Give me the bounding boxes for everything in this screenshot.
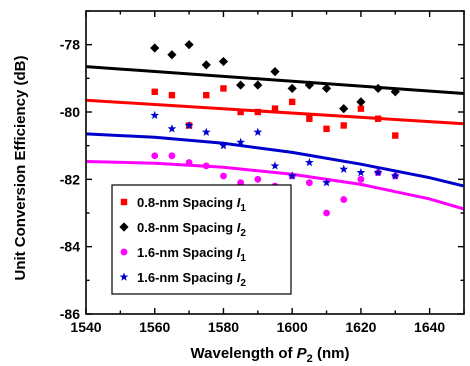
legend-marker-1 [120, 198, 128, 206]
data-point-s3-3 [185, 159, 193, 166]
data-point-s3-13 [357, 175, 365, 183]
legend-box [111, 184, 292, 295]
data-point-s1-10 [306, 115, 313, 122]
legend: 0.8-nm Spacing I1 0.8-nm Spacing I2 1.6-nm… [111, 184, 292, 295]
data-point-s4-1 [150, 110, 160, 120]
x-axis-label-unit: (nm) [313, 345, 350, 362]
data-point-s4-13 [356, 168, 366, 177]
fit-line-2 [85, 65, 465, 95]
x-axis-label-sub: 2 [307, 353, 313, 365]
data-point-s2-12 [339, 104, 349, 114]
legend-marker-4 [119, 272, 129, 281]
data-point-s2-4 [201, 60, 211, 70]
fit-line-1 [85, 98, 465, 126]
data-point-s2-7 [253, 80, 263, 90]
x-tick-label: 1580 [208, 319, 239, 335]
legend-label-3: 1.6-nm Spacing I1 [137, 245, 246, 264]
legend-label-2: 0.8-nm Spacing I2 [137, 220, 246, 239]
data-point-s4-8 [270, 161, 280, 170]
data-point-s1-8 [271, 105, 279, 112]
data-point-s3-5 [220, 172, 227, 180]
data-point-s1-12 [340, 122, 347, 129]
y-tick-label: -80 [60, 104, 80, 120]
data-point-s4-10 [304, 157, 314, 167]
x-axis-label: Wavelength of P2 (nm) [191, 345, 350, 365]
data-point-s2-3 [184, 40, 194, 50]
data-point-s4-11 [322, 178, 331, 187]
data-point-s4-2 [167, 124, 177, 133]
x-axis-label-var: P [297, 345, 308, 362]
data-point-s4-14 [373, 168, 383, 177]
data-point-s1-13 [357, 105, 365, 112]
data-point-s2-15 [390, 87, 400, 97]
legend-label-1: 0.8-nm Spacing I1 [137, 195, 246, 214]
legend-marker-2 [119, 222, 129, 232]
data-point-s3-1 [151, 152, 159, 160]
legend-marker-3 [120, 248, 128, 256]
data-point-s3-2 [168, 152, 176, 160]
data-point-s4-6 [236, 137, 246, 147]
data-point-s1-11 [323, 125, 330, 133]
axis-ticks: 1540 1560 1580 1600 1620 1640 -78 -80 -82 -84 -86 [60, 10, 465, 335]
data-point-s3-12 [340, 196, 348, 203]
x-tick-label: 1560 [139, 319, 170, 335]
data-point-s2-8 [270, 67, 280, 77]
data-point-s4-15 [390, 171, 400, 180]
data-point-s2-1 [150, 43, 160, 53]
fit-line-4 [85, 132, 465, 188]
data-point-s4-3 [184, 120, 194, 130]
data-point-s4-7 [253, 127, 263, 136]
data-point-s4-5 [219, 141, 228, 150]
data-point-s3-4 [202, 162, 210, 170]
data-point-s3-11 [323, 209, 330, 217]
data-point-s1-2 [168, 91, 176, 99]
data-point-s2-9 [287, 83, 297, 94]
data-point-s4-4 [201, 127, 211, 136]
data-point-s2-6 [236, 80, 246, 90]
data-point-s1-9 [288, 98, 296, 106]
y-tick-label: -84 [60, 239, 80, 255]
data-point-s4-12 [339, 164, 349, 173]
data-point-s1-7 [254, 108, 262, 116]
x-axis-label-text: Wavelength of [191, 345, 297, 362]
data-point-s2-10 [304, 80, 314, 90]
data-point-s2-5 [218, 56, 229, 67]
y-tick-label: -78 [60, 37, 80, 53]
data-point-s1-14 [374, 115, 382, 122]
data-point-s2-11 [321, 83, 332, 94]
data-point-s4-9 [287, 171, 297, 180]
y-tick-label: -82 [60, 171, 80, 187]
data-points [150, 40, 400, 217]
data-point-s3-7 [254, 175, 262, 183]
data-point-s1-1 [151, 88, 158, 95]
data-point-s1-4 [203, 91, 210, 99]
data-point-s1-6 [237, 108, 244, 116]
data-point-s2-2 [167, 50, 177, 60]
x-tick-label: 1620 [345, 319, 376, 335]
plot-frame [85, 10, 465, 315]
data-point-s1-5 [220, 85, 227, 92]
y-axis-label: Unit Conversion Efficiency (dB) [12, 55, 29, 280]
data-point-s2-13 [356, 97, 366, 107]
legend-label-4: 1.6-nm Spacing I2 [137, 270, 246, 289]
data-point-s3-10 [305, 179, 313, 187]
x-tick-label: 1640 [414, 319, 445, 335]
data-point-s1-15 [392, 132, 399, 139]
x-tick-label: 1540 [70, 319, 101, 335]
data-point-s2-14 [373, 83, 383, 94]
y-tick-label: -86 [60, 306, 80, 322]
x-tick-label: 1600 [277, 319, 308, 335]
